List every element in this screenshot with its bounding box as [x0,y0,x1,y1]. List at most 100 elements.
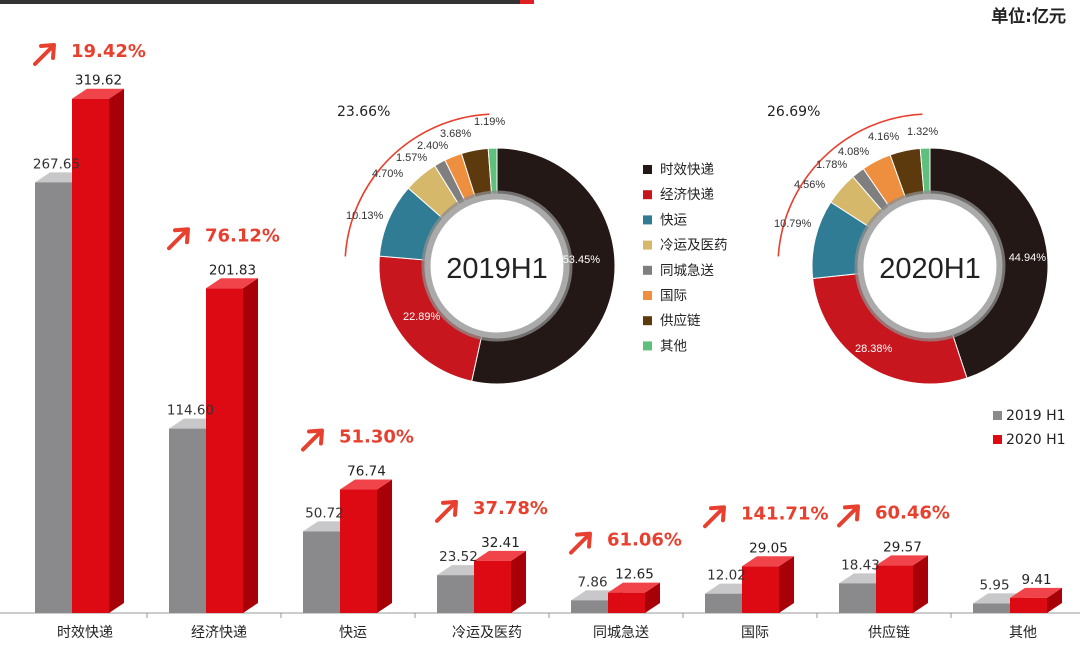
donut-legend-swatch-7 [643,341,652,351]
bar-2020-6 [876,555,928,613]
bar-2020-1-side [243,278,258,613]
bar-2020-7-side [1047,587,1062,613]
donut2-value-label-1: 28.38% [855,343,893,355]
donut2-group-arc [777,113,923,257]
growth-label-2: 51.30% [339,427,414,448]
bar-2020-3 [474,550,526,613]
category-label-1: 经济快递 [191,625,247,641]
bar-label-2020-2: 76.74 [347,464,386,480]
growth-arrow-icon-2 [301,428,324,452]
donut-legend-label-4: 同城急送 [660,263,714,279]
donut2-center-label: 2020H1 [879,253,981,285]
bar-label-2020-5: 29.05 [749,540,788,556]
bar-2020-0-top [72,88,124,99]
donut-legend-swatch-2 [643,215,652,225]
bar-legend-label-0: 2019 H1 [1006,408,1066,424]
growth-arrow-shaft-6 [837,505,859,528]
category-label-4: 同城急送 [593,625,649,641]
bar-2020-3-side [511,550,526,613]
donut-legend-swatch-4 [643,265,652,275]
bar-2020-4-top [608,582,660,593]
bar-2020-4 [608,582,660,613]
bar-2020-4-front [608,592,645,613]
bar-2020-1-top [206,278,258,289]
bar-2020-3-top [474,550,526,561]
donut-legend-label-3: 冷运及医药 [660,238,728,254]
donut1-inner-ring [421,190,573,342]
top-divider-bar [0,0,520,4]
bar-2020-2 [340,479,392,613]
donut-legend-label-2: 快运 [660,212,688,228]
donut-legend-label-7: 其他 [660,338,687,354]
bar-2019-3-front [437,575,474,613]
donut2-value-label-0: 44.94% [1009,252,1047,264]
growth-arrow-shaft-3 [435,500,457,523]
bar-label-2019-4: 7.86 [577,574,607,590]
donut2-value-label-4: 1.78% [816,159,847,171]
bar-legend-swatch-0 [993,411,1002,420]
bar-2019-6-front [839,583,876,613]
donut1-value-label-2: 10.13% [346,210,384,222]
bar-2020-4-side [645,582,660,613]
bar-2020-5-side [779,556,794,613]
category-label-7: 其他 [1009,625,1037,641]
category-label-2: 快运 [339,625,367,641]
bar-2019-4-front [571,600,608,613]
donut-legend-label-6: 供应链 [660,312,701,329]
donut-legend-label-1: 经济快递 [660,187,714,203]
unit-label: 单位:亿元 [991,7,1066,27]
bar-2020-0 [72,88,124,613]
growth-arrow-head-1 [173,227,190,245]
growth-arrow-icon-5 [703,505,726,529]
bar-2020-0-front [72,98,109,613]
bar-label-2019-1: 114.60 [167,403,214,419]
growth-arrow-head-3 [441,499,458,517]
top-divider-accent [520,0,534,4]
growth-arrow-head-6 [843,504,860,522]
donut2-value-label-5: 4.08% [838,146,869,158]
growth-arrow-icon-6 [837,504,860,528]
growth-arrow-shaft-1 [167,228,189,251]
growth-arrow-icon-0 [33,43,56,66]
bar-2020-6-top [876,555,928,566]
growth-label-6: 60.46% [875,502,950,523]
growth-label-3: 37.78% [473,498,548,519]
bar-label-2020-0: 319.62 [75,73,122,89]
bar-2019-7-front [973,603,1010,613]
donut2-group-label: 26.69% [767,104,820,120]
growth-arrow-shaft-5 [703,506,725,529]
bar-2020-1-front [206,288,243,613]
growth-arrow-head-2 [307,428,324,446]
donut2-hole [864,200,996,332]
bar-2020-2-top [340,479,392,490]
donut1-value-label-5: 2.40% [417,140,448,152]
donut-legend-swatch-5 [643,291,652,300]
growth-arrow-head-4 [575,531,592,549]
donut-legend-swatch-3 [643,240,652,250]
growth-arrow-icon-1 [167,227,190,251]
growth-arrow-head-5 [709,505,726,523]
donut-legend-swatch-0 [643,165,652,174]
growth-label-1: 76.12% [205,225,280,246]
bar-label-2020-4: 12.65 [615,567,654,583]
bar-2020-5 [742,556,794,613]
bar-label-2019-3: 23.52 [439,549,478,565]
bar-2020-1 [206,278,258,613]
donut-legend-swatch-6 [643,316,652,326]
donut2-inner-ring [854,190,1006,342]
bar-2020-2-front [340,489,377,613]
bar-2020-5-front [742,566,779,613]
donut-legend-swatch-1 [643,190,652,200]
donut1-value-label-3: 4.70% [372,168,403,180]
bar-label-2019-6: 18.43 [841,557,880,573]
donut1-value-label-0: 53.45% [563,254,601,266]
growth-arrow-head-0 [39,43,56,60]
donut2-value-label-7: 1.32% [907,126,938,138]
donut1-group-label: 23.66% [337,104,390,120]
donut-legend-label-0: 时效快递 [660,162,714,178]
bar-2020-7-front [1010,597,1047,613]
bar-label-2019-7: 5.95 [979,577,1009,593]
growth-arrow-icon-3 [435,499,458,523]
bar-2019-2-front [303,531,340,613]
donut2-value-label-3: 4.56% [794,179,825,191]
